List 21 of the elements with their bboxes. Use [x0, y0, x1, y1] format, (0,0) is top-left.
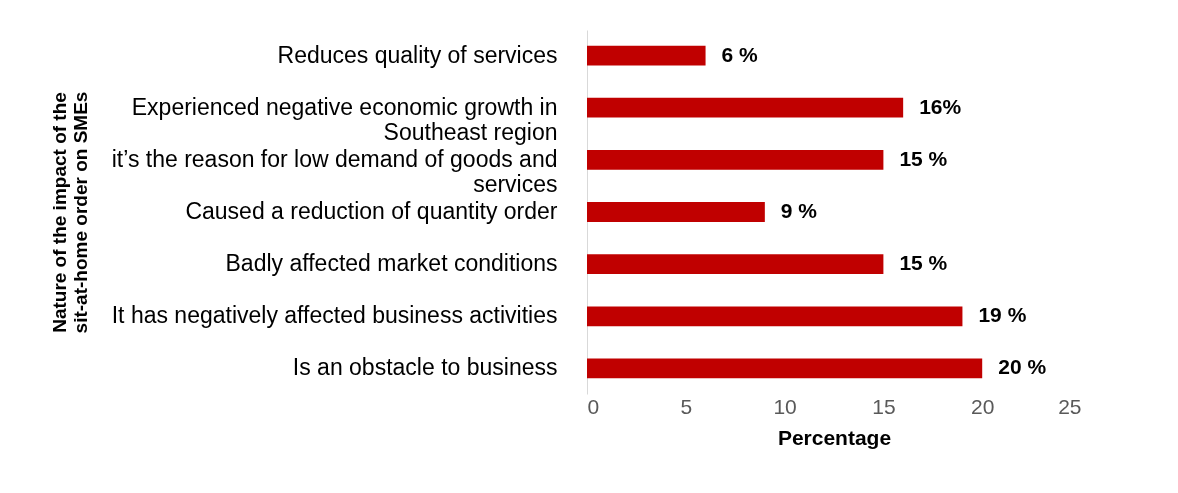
data-label: 16% [919, 94, 962, 118]
data-label: 19 % [978, 303, 1027, 327]
y-tick-label: Caused a reduction of quantity order [185, 198, 558, 224]
x-tick-label: 20 [971, 394, 995, 418]
y-tick-label: Reduces quality of services [277, 41, 558, 68]
x-tick-label: 10 [773, 394, 797, 418]
x-tick-label: 25 [1058, 394, 1082, 418]
data-label: 15 % [899, 146, 948, 170]
x-tick-label: 0 [587, 394, 600, 418]
data-label: 15 % [899, 251, 948, 275]
y-tick-label: Badly affected market conditions [225, 250, 558, 277]
x-tick-label: 15 [872, 394, 896, 418]
y-tick-label: Is an obstacle to business [292, 354, 558, 381]
y-tick-label: it’s the reason for low demand of goods and services [111, 145, 558, 197]
data-label: 20 % [998, 355, 1047, 379]
y-tick-label: It has negatively affected business activities [111, 302, 558, 329]
y-axis-title: Nature of the impact of the sit-at-home order on SMEs [48, 91, 91, 334]
data-label: 6 % [721, 42, 759, 66]
x-tick-label: 5 [680, 394, 693, 418]
x-axis-title: Percentage [777, 425, 892, 449]
data-label: 9 % [780, 199, 818, 222]
